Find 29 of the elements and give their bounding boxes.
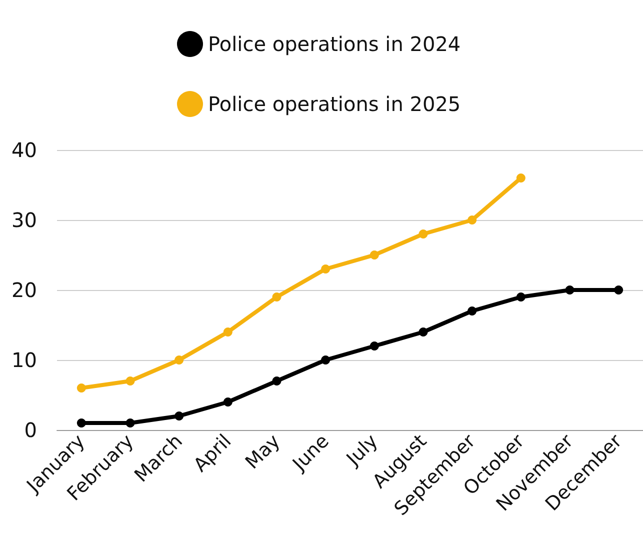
point bbox=[223, 398, 232, 406]
y-tick-label: 0 bbox=[24, 418, 37, 442]
point bbox=[370, 250, 379, 260]
legend-label: Police operations in 2025 bbox=[208, 92, 461, 116]
point bbox=[370, 342, 379, 350]
point bbox=[126, 376, 135, 386]
point bbox=[516, 174, 526, 182]
y-tick-label: 20 bbox=[12, 278, 37, 302]
point bbox=[468, 306, 477, 316]
point bbox=[468, 216, 477, 224]
point bbox=[76, 384, 86, 392]
point bbox=[223, 328, 232, 336]
point bbox=[272, 376, 282, 386]
point bbox=[126, 418, 135, 428]
point bbox=[272, 292, 282, 302]
y-tick-label: 10 bbox=[12, 348, 37, 372]
point bbox=[76, 418, 86, 428]
point bbox=[614, 286, 624, 294]
point bbox=[174, 412, 184, 420]
point bbox=[565, 286, 574, 294]
y-tick-label: 30 bbox=[12, 208, 37, 232]
point bbox=[174, 356, 184, 364]
point bbox=[418, 230, 428, 238]
y-tick-label: 40 bbox=[12, 138, 37, 162]
point bbox=[516, 292, 526, 302]
point bbox=[321, 356, 330, 364]
point bbox=[418, 328, 428, 336]
legend-label: Police operations in 2024 bbox=[208, 32, 461, 56]
point bbox=[321, 264, 330, 274]
